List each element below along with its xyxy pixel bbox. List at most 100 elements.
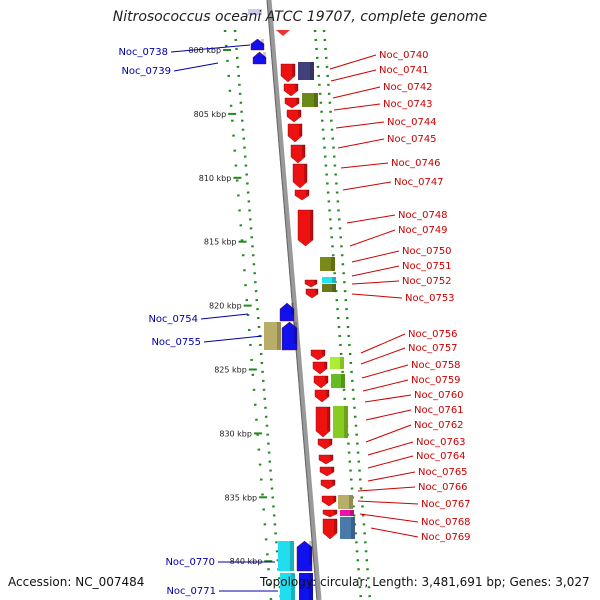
- accession-text: Accession: NC_007484: [8, 575, 145, 589]
- forward-gene-arrow-shade: [298, 110, 301, 117]
- label-leader-line: [173, 62, 219, 72]
- gene-label-right[interactable]: Noc_0748: [398, 210, 448, 221]
- feature-block: [340, 517, 355, 539]
- gene-label-right[interactable]: Noc_0760: [414, 390, 464, 401]
- gene-label-right[interactable]: Noc_0756: [408, 329, 458, 340]
- forward-gene-arrow-shade: [315, 289, 318, 294]
- label-leader-line: [351, 265, 400, 277]
- gene-label-right[interactable]: Noc_0764: [416, 451, 466, 462]
- label-leader-line: [370, 527, 419, 538]
- gene-label-right[interactable]: Noc_0752: [402, 276, 452, 287]
- feature-block-shade: [291, 573, 295, 600]
- gene-label-right[interactable]: Noc_0747: [394, 177, 444, 188]
- reverse-gene-arrow-shade: [294, 322, 297, 344]
- forward-gene-arrow-shade: [296, 98, 299, 104]
- forward-gene-arrow: [310, 349, 326, 361]
- feature-block: [298, 62, 314, 80]
- feature-block-shade: [314, 93, 318, 107]
- forward-gene-arrow: [322, 518, 338, 540]
- gene-label-left[interactable]: Noc_0770: [165, 557, 215, 568]
- label-leader-line: [346, 214, 396, 224]
- feature-block: [248, 9, 262, 15]
- forward-gene-arrow: [317, 438, 333, 450]
- gene-label-right[interactable]: Noc_0758: [411, 360, 461, 371]
- feature-block-shade: [309, 573, 313, 600]
- gene-label-right[interactable]: Noc_0767: [421, 499, 471, 510]
- forward-gene-arrow: [283, 83, 299, 97]
- gene-label-right[interactable]: Noc_0746: [391, 158, 441, 169]
- feature-block: [331, 374, 345, 388]
- gene-label-right[interactable]: Noc_0765: [418, 467, 468, 478]
- kbp-tick-label: 815 kbp: [204, 238, 237, 247]
- gene-label-left[interactable]: Noc_0771: [166, 586, 216, 597]
- forward-gene-arrow: [321, 495, 337, 507]
- gene-label-right[interactable]: Noc_0753: [405, 293, 455, 304]
- genome-stats-text: Topology: circular; Length: 3,481,691 bp…: [260, 575, 590, 589]
- gene-label-right[interactable]: Noc_0763: [416, 437, 466, 448]
- gene-label-right[interactable]: Noc_0757: [408, 343, 458, 354]
- gene-label-right[interactable]: Noc_0769: [421, 532, 471, 543]
- genome-backbone: [266, 0, 322, 600]
- gene-label-right[interactable]: Noc_0766: [418, 482, 468, 493]
- label-leader-line: [357, 500, 419, 505]
- gene-label-right[interactable]: Noc_0751: [402, 261, 452, 272]
- forward-gene-arrow-shade: [334, 510, 337, 514]
- feature-block: [278, 541, 294, 571]
- forward-gene-arrow: [312, 361, 328, 375]
- feature-block: [333, 406, 348, 438]
- label-leader-line: [351, 280, 400, 285]
- gene-label-right[interactable]: Noc_0743: [383, 99, 433, 110]
- label-leader-line: [332, 86, 381, 99]
- reverse-gene-arrow: [296, 540, 313, 572]
- kbp-tick-label: 820 kbp: [209, 302, 242, 311]
- feature-block-shade: [332, 284, 336, 292]
- gene-label-right[interactable]: Noc_0762: [414, 420, 464, 431]
- forward-gene-arrow: [320, 479, 336, 490]
- reverse-gene-arrow-shade: [263, 52, 266, 59]
- feature-block: [330, 357, 344, 369]
- gene-label-right[interactable]: Noc_0745: [387, 134, 437, 145]
- gene-label-left[interactable]: Noc_0755: [151, 337, 201, 348]
- forward-gene-arrow-shade: [299, 124, 302, 136]
- label-leader-line: [367, 471, 416, 482]
- gene-label-left[interactable]: Noc_0739: [121, 66, 171, 77]
- feature-block: [302, 93, 318, 107]
- forward-gene-arrow: [290, 144, 306, 164]
- forward-gene-arrow-shade: [334, 519, 337, 533]
- label-leader-line: [364, 394, 412, 403]
- forward-gene-arrow: [280, 63, 296, 83]
- gene-label-left[interactable]: Noc_0738: [118, 47, 168, 58]
- label-leader-line: [367, 455, 414, 469]
- gene-label-right[interactable]: Noc_0759: [411, 375, 461, 386]
- kbp-tick-label: 805 kbp: [194, 110, 227, 119]
- forward-gene-arrow: [318, 454, 334, 465]
- forward-gene-arrow: [294, 189, 310, 201]
- reverse-gene-arrow-shade: [309, 541, 312, 565]
- gene-label-right[interactable]: Noc_0744: [387, 117, 437, 128]
- kbp-tick-label: 810 kbp: [199, 174, 232, 183]
- label-leader-line: [200, 313, 249, 320]
- forward-gene-arrow: [286, 109, 302, 123]
- gene-features: [248, 9, 355, 600]
- gene-label-right[interactable]: Noc_0768: [421, 517, 471, 528]
- feature-block-shade: [341, 374, 345, 388]
- forward-gene-arrow: [315, 406, 331, 438]
- forward-gene-arrow-shade: [326, 390, 329, 397]
- genome-backbone-shadow: [266, 0, 318, 600]
- gene-label-right[interactable]: Noc_0742: [383, 82, 433, 93]
- forward-gene-arrow: [319, 466, 335, 477]
- forward-gene-arrow: [305, 288, 319, 299]
- dotted-track: [313, 29, 363, 600]
- feature-block-shade: [310, 62, 314, 80]
- gene-label-right[interactable]: Noc_0750: [402, 246, 452, 257]
- feature-block-shade: [290, 541, 294, 571]
- feature-block-shade: [332, 277, 336, 283]
- gene-label-right[interactable]: Noc_0740: [379, 50, 429, 61]
- label-leader-line: [170, 44, 251, 53]
- gene-label-right[interactable]: Noc_0761: [414, 405, 464, 416]
- gene-label-right[interactable]: Noc_0749: [398, 225, 448, 236]
- dotted-track: [223, 29, 273, 600]
- gene-label-left[interactable]: Noc_0754: [148, 314, 198, 325]
- gene-label-right[interactable]: Noc_0741: [379, 65, 429, 76]
